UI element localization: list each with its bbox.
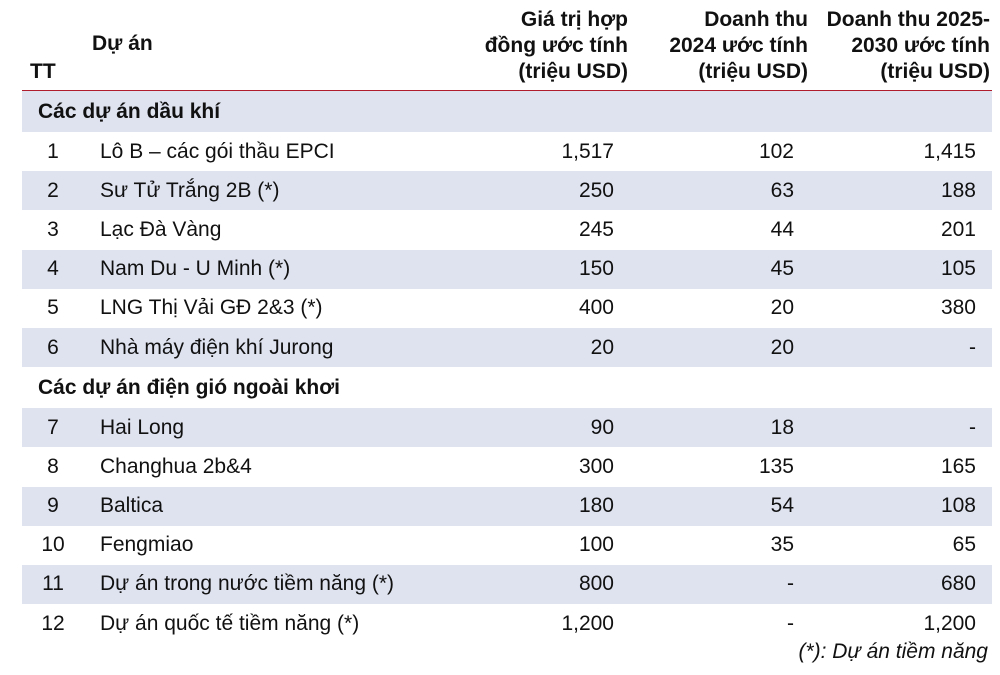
- table-row: 7 Hai Long 90 18 -: [22, 408, 992, 448]
- revenue-2024: 20: [770, 296, 794, 320]
- section-row-offshore-wind: Các dự án điện gió ngoài khơi: [22, 367, 992, 408]
- table-row: 2 Sư Tử Trắng 2B (*) 250 63 188: [22, 171, 992, 211]
- header-line: Doanh thu: [704, 8, 808, 31]
- project-name: Dự án quốc tế tiềm năng (*): [100, 611, 360, 635]
- header-row: TT Dự án Giá trị hợp đồng ước tính (triệ…: [22, 2, 992, 91]
- table-row: 10 Fengmiao 100 35 65: [22, 526, 992, 565]
- contract-value: 180: [440, 486, 630, 526]
- table-body: Các dự án dầu khí 1 Lô B – các gói thầu …: [22, 90, 992, 644]
- header-line: 2030 ước tính: [851, 34, 990, 57]
- project-name: Hai Long: [84, 408, 440, 448]
- revenue-2025-2030: 201: [940, 217, 976, 241]
- revenue-2025-2030: -: [810, 408, 992, 448]
- contract-value: 90: [440, 408, 630, 448]
- header-line: Doanh thu 2025-: [826, 8, 990, 31]
- revenue-2024: 63: [630, 171, 810, 211]
- revenue-2024: -: [787, 611, 794, 635]
- revenue-2024: 54: [630, 486, 810, 526]
- row-number: 3: [47, 217, 59, 241]
- row-number: 4: [22, 249, 84, 289]
- project-name: Nhà máy điện khí Jurong: [84, 327, 440, 368]
- row-number: 7: [22, 408, 84, 448]
- project-name: Dự án trong nước tiềm năng (*): [84, 564, 440, 605]
- revenue-2025-2030: 380: [940, 296, 976, 320]
- header-contract-value: Giá trị hợp đồng ước tính (triệu USD): [440, 2, 630, 91]
- row-number: 12: [41, 611, 65, 635]
- row-number: 6: [22, 327, 84, 368]
- table-row: 5 LNG Thị Vải GĐ 2&3 (*) 400 20 380: [22, 289, 992, 328]
- revenue-2025-2030: 188: [810, 171, 992, 211]
- revenue-2024: 45: [630, 249, 810, 289]
- row-number: 8: [47, 454, 59, 478]
- contract-value: 400: [578, 296, 614, 320]
- project-name: Baltica: [84, 486, 440, 526]
- header-revenue-2025-2030: Doanh thu 2025- 2030 ước tính (triệu USD…: [810, 2, 992, 91]
- header-line: (triệu USD): [880, 60, 990, 83]
- row-number: 9: [22, 486, 84, 526]
- contract-value: 1,200: [561, 611, 614, 635]
- header-line: 2024 ước tính: [669, 34, 808, 57]
- table-row: 3 Lạc Đà Vàng 245 44 201: [22, 210, 992, 249]
- table-row: 11 Dự án trong nước tiềm năng (*) 800 - …: [22, 564, 992, 605]
- project-name: Nam Du - U Minh (*): [84, 249, 440, 289]
- revenue-2025-2030: 165: [940, 454, 976, 478]
- revenue-2025-2030: 680: [810, 564, 992, 605]
- footnote: (*): Dự án tiềm năng: [798, 640, 988, 663]
- revenue-2025-2030: 65: [952, 533, 976, 557]
- revenue-2024: 44: [770, 217, 794, 241]
- table-row: 1 Lô B – các gói thầu EPCI 1,517 102 1,4…: [22, 132, 992, 171]
- contract-value: 150: [440, 249, 630, 289]
- revenue-2025-2030: 1,200: [923, 611, 976, 635]
- revenue-2024: 18: [630, 408, 810, 448]
- revenue-2024: 20: [630, 327, 810, 368]
- contract-value: 20: [440, 327, 630, 368]
- contract-value: 250: [440, 171, 630, 211]
- row-number: 2: [22, 171, 84, 211]
- contract-value: 1,517: [561, 139, 614, 163]
- revenue-2024: 102: [758, 139, 794, 163]
- project-name: Sư Tử Trắng 2B (*): [84, 171, 440, 211]
- revenue-2025-2030: 1,415: [923, 139, 976, 163]
- row-number: 5: [47, 296, 59, 320]
- contract-value: 300: [578, 454, 614, 478]
- header-line: đồng ước tính: [484, 34, 628, 57]
- header-line: (triệu USD): [698, 60, 808, 83]
- header-revenue-2024: Doanh thu 2024 ước tính (triệu USD): [630, 2, 810, 91]
- project-name: Lạc Đà Vàng: [100, 217, 222, 241]
- header-tt: TT: [22, 2, 84, 91]
- row-number: 10: [41, 533, 65, 557]
- project-name: Changhua 2b&4: [100, 454, 252, 478]
- contract-value: 800: [440, 564, 630, 605]
- row-number: 11: [22, 564, 84, 605]
- revenue-2024: -: [630, 564, 810, 605]
- table-row: 8 Changhua 2b&4 300 135 165: [22, 447, 992, 486]
- revenue-2024: 35: [770, 533, 794, 557]
- section-row-oil-gas: Các dự án dầu khí: [22, 90, 992, 132]
- project-name: Fengmiao: [100, 533, 194, 557]
- revenue-2024: 135: [758, 454, 794, 478]
- row-number: 1: [47, 139, 59, 163]
- revenue-2025-2030: 108: [810, 486, 992, 526]
- revenue-2025-2030: -: [810, 327, 992, 368]
- header-line: (triệu USD): [518, 60, 628, 83]
- table-row: 12 Dự án quốc tế tiềm năng (*) 1,200 - 1…: [22, 604, 992, 643]
- header-line: Giá trị hợp: [520, 8, 628, 31]
- section-title: Các dự án dầu khí: [22, 90, 992, 132]
- contract-value: 100: [578, 533, 614, 557]
- table-row: 6 Nhà máy điện khí Jurong 20 20 -: [22, 327, 992, 368]
- section-title: Các dự án điện gió ngoài khơi: [38, 375, 340, 399]
- project-name: LNG Thị Vải GĐ 2&3 (*): [100, 296, 323, 320]
- project-name: Lô B – các gói thầu EPCI: [100, 139, 335, 163]
- header-project: Dự án: [84, 2, 440, 91]
- table-row: 4 Nam Du - U Minh (*) 150 45 105: [22, 249, 992, 289]
- revenue-2025-2030: 105: [810, 249, 992, 289]
- contract-value: 245: [578, 217, 614, 241]
- projects-table: TT Dự án Giá trị hợp đồng ước tính (triệ…: [22, 2, 992, 643]
- table-row: 9 Baltica 180 54 108: [22, 486, 992, 526]
